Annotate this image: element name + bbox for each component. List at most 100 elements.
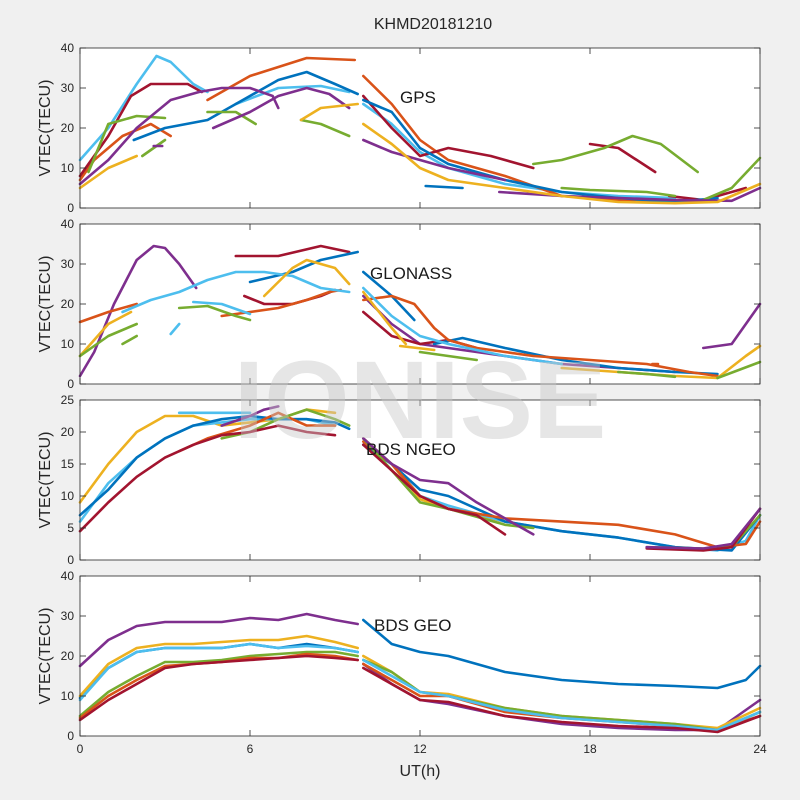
panels: 0 10 20 30 40 VTEC(TECU) GPS 0 10 20 30 40 VTEC(TECU…: [37, 41, 767, 756]
series-1-segment-1: [78, 54, 209, 162]
panel-2: 0 10 20 30 40 VTEC(TECU) GLONASS: [37, 217, 762, 391]
y-tick-label: 10: [61, 689, 75, 703]
panel-label: BDS NGEO: [366, 440, 456, 459]
series-7-segment-2: [177, 304, 252, 322]
x-tick-label: 18: [583, 742, 597, 756]
series-3-segment-1: [248, 250, 359, 284]
y-tick-label: 40: [61, 569, 75, 583]
series-1-segment-3: [362, 102, 677, 200]
series-4-segment-1: [78, 302, 138, 324]
y-tick-label: 5: [67, 521, 74, 535]
y-tick-label: 10: [61, 337, 75, 351]
series-6-segment-1: [78, 86, 280, 186]
series-6-segment-4: [398, 344, 436, 352]
y-tick-label: 30: [61, 609, 75, 623]
y-tick-label: 20: [61, 121, 75, 135]
series-3-segment-3: [588, 142, 657, 174]
y-tick-label: 0: [67, 201, 74, 215]
y-tick-label: 0: [67, 729, 74, 743]
panel-1: 0 10 20 30 40 VTEC(TECU) GPS: [37, 41, 762, 215]
plot-area: [80, 224, 760, 384]
x-tick-label: 0: [77, 742, 84, 756]
series-3-segment-1: [78, 634, 359, 698]
series-5-segment-3: [362, 286, 563, 366]
series-2-segment-3: [362, 74, 705, 204]
watermark: IONISE: [234, 339, 607, 462]
panel-label: GPS: [400, 88, 436, 107]
series-4-segment-1: [78, 650, 359, 718]
series-6-segment-2: [211, 86, 351, 130]
y-tick-label: 20: [61, 649, 75, 663]
panel-label: BDS GEO: [374, 616, 451, 635]
series-5-segment-5: [532, 134, 699, 174]
y-tick-label: 15: [61, 457, 75, 471]
x-tick-label: 12: [413, 742, 427, 756]
x-tick-label: 24: [753, 742, 767, 756]
series-6-segment-1: [78, 642, 359, 702]
series-6-segment-1: [78, 424, 337, 533]
series-6-segment-1: [78, 310, 133, 358]
series-5-segment-2: [141, 138, 167, 158]
x-axis-label: UT(h): [400, 763, 441, 780]
series-2-segment-2: [234, 244, 351, 258]
series-6-segment-2: [362, 443, 507, 536]
figure-title: KHMD20181210: [374, 16, 492, 33]
series-7-segment-3: [121, 334, 138, 346]
y-tick-label: 40: [61, 217, 75, 231]
series-2-segment-2: [362, 618, 762, 690]
series-4-segment-3: [424, 184, 464, 190]
series-5-segment-3: [206, 110, 257, 126]
series-7-segment-3: [362, 122, 762, 205]
y-tick-label: 25: [61, 393, 75, 407]
plot-area: [80, 576, 760, 736]
series-5-segment-4: [299, 118, 351, 138]
series-6-segment-3: [362, 290, 408, 346]
series-1-segment-3: [702, 302, 762, 350]
series-7-segment-2: [362, 666, 762, 734]
series-7-segment-1: [78, 654, 359, 722]
y-tick-label: 0: [67, 377, 74, 391]
plot-area: [80, 48, 760, 208]
series-6-segment-2: [262, 258, 351, 298]
series-5-segment-2: [192, 300, 252, 316]
series-7-segment-1: [78, 154, 138, 190]
series-7-segment-1: [220, 405, 280, 427]
series-5-segment-6: [702, 156, 762, 202]
y-tick-label: 20: [61, 297, 75, 311]
y-tick-label: 10: [61, 489, 75, 503]
panel-3: 0 5 10 15 20 25 VTEC(TECU) BDS NGEO: [37, 393, 762, 567]
series-3-segment-1: [78, 82, 204, 178]
series-7-segment-4: [418, 350, 478, 362]
series-6-segment-5: [560, 344, 762, 380]
y-tick-label: 40: [61, 41, 75, 55]
x-tick-label: 6: [247, 742, 254, 756]
series-7-segment-2: [299, 102, 359, 122]
series-1-segment-2: [234, 84, 351, 106]
panel-label: GLONASS: [370, 264, 452, 283]
series-7-segment-1: [78, 322, 138, 358]
y-tick-label: 30: [61, 81, 75, 95]
y-axis-label: VTEC(TECU): [37, 432, 54, 529]
y-axis-label: VTEC(TECU): [37, 80, 54, 177]
series-4-segment-3: [362, 294, 719, 378]
series-5-segment-1: [121, 270, 351, 314]
series-7-segment-2: [362, 437, 535, 536]
series-1-segment-1: [78, 612, 359, 668]
series-7-segment-6: [716, 360, 762, 380]
y-axis-label: VTEC(TECU): [37, 608, 54, 705]
y-tick-label: 0: [67, 553, 74, 567]
y-axis-label: VTEC(TECU): [37, 256, 54, 353]
series-7-segment-5: [617, 370, 677, 379]
y-tick-label: 30: [61, 257, 75, 271]
series-5-segment-7: [560, 186, 677, 198]
y-tick-label: 20: [61, 425, 75, 439]
series-7-segment-3: [645, 507, 762, 550]
series-4-segment-1: [132, 70, 359, 142]
series-5-segment-4: [169, 322, 181, 336]
series-6-segment-2: [362, 658, 762, 732]
panel-4: 0 6 12 18 24 0 10 20 30 40 VTEC(TECU) BDS GEO: [37, 569, 767, 756]
series-3-segment-3: [432, 336, 719, 376]
y-tick-label: 10: [61, 161, 75, 175]
series-6-segment-3: [362, 138, 507, 182]
